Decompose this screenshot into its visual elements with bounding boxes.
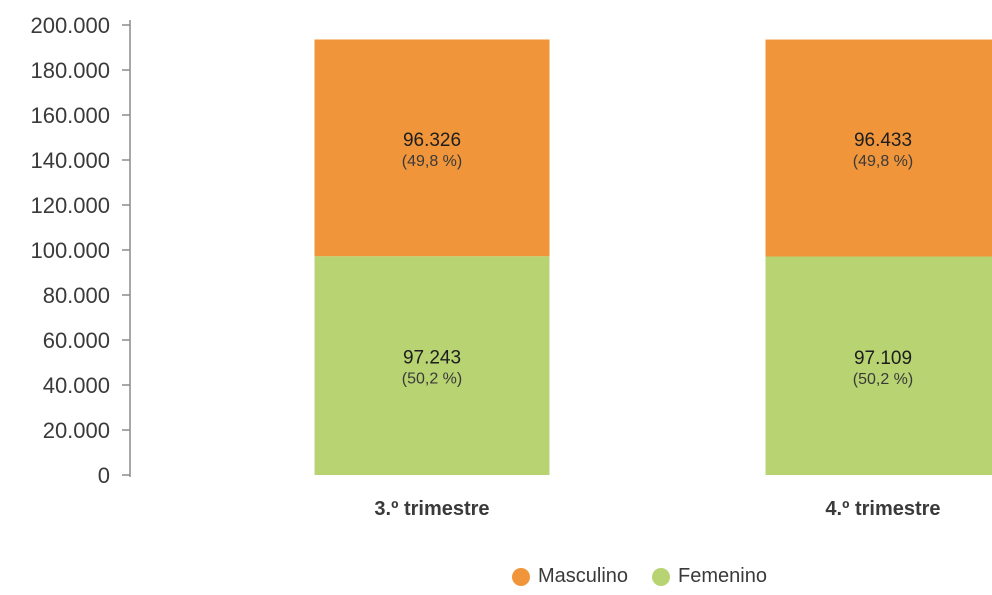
legend-item-femenino: Femenino [652,565,767,588]
data-label-percent: (49,8 %) [402,153,462,170]
data-label-percent: (49,8 %) [853,153,913,170]
bar-segment-femenino [314,256,550,475]
y-axis-ticks: 0 20.000 40.000 60.000 80.000 100.000 120.000 1… [30,13,130,488]
bars-group: 97.243 (50,2 %) 96.326 (49,8 %) 97.109 (50,2 … [314,39,992,475]
y-tick-label: 60.000 [43,328,110,353]
y-tick-label: 180.000 [30,58,110,83]
y-tick-label: 0 [98,463,110,488]
data-label-percent: (50,2 %) [853,371,913,388]
legend: Masculino Femenino [512,565,791,588]
stacked-bar-chart: 0 20.000 40.000 60.000 80.000 100.000 120.000 1… [30,13,992,520]
y-tick-label: 120.000 [30,193,110,218]
legend-label-masculino: Masculino [538,565,629,587]
data-label-percent: (50,2 %) [402,371,462,388]
legend-swatch-masculino [512,567,530,586]
category-labels: 3.º trimestre 4.º trimestre [374,498,940,520]
y-tick-label: 20.000 [43,418,110,443]
y-tick-label: 40.000 [43,373,110,398]
bar-segment-masculino [314,39,550,257]
legend-label-femenino: Femenino [678,565,767,587]
bar-segment-femenino [765,256,992,475]
y-tick-label: 80.000 [43,283,110,308]
y-tick-label: 140.000 [30,148,110,173]
y-tick-label: 200.000 [30,13,110,38]
data-label-value: 96.326 [403,130,461,151]
legend-swatch-femenino [652,567,671,586]
data-label-value: 96.433 [854,130,912,151]
data-label-value: 97.109 [854,348,912,369]
bar-segment-masculino [765,39,992,257]
y-tick-label: 100.000 [30,238,110,263]
legend-item-masculino: Masculino [512,565,628,588]
x-category-label: 3.º trimestre [374,498,489,520]
data-label-value: 97.243 [403,348,461,369]
y-tick-label: 160.000 [30,103,110,128]
x-category-label: 4.º trimestre [825,498,940,520]
